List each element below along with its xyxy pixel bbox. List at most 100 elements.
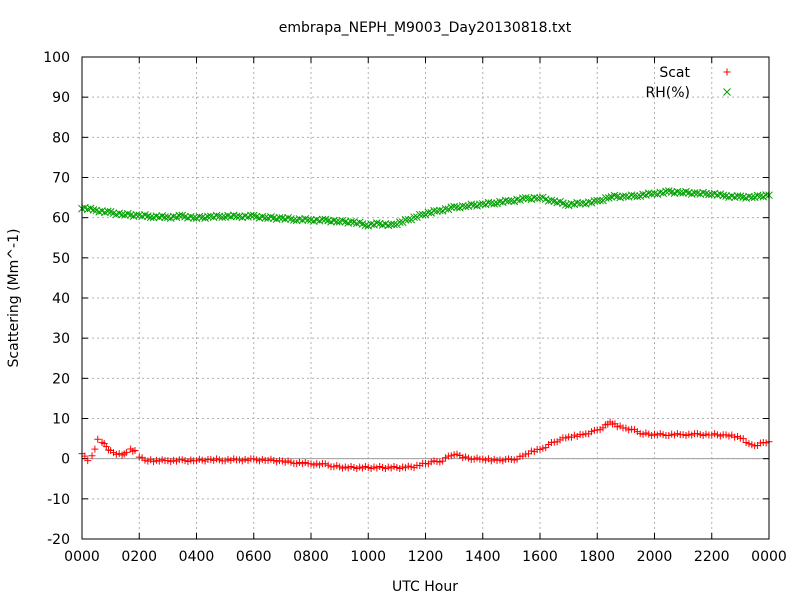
scat-point [184,457,192,465]
scat-point [213,455,221,463]
scat-point [131,446,139,454]
scat-point [404,462,412,470]
rh-point [487,199,496,208]
rh-point [719,191,728,200]
x-tick-label: 0400 [179,549,215,565]
scat-point [693,430,701,438]
rh-point [504,197,513,205]
rh-point [401,215,410,224]
rh-point [647,190,656,198]
scat-point [716,432,724,440]
scat-point [109,449,117,457]
x-tick-label: 1800 [579,549,615,565]
rh-point [275,213,284,222]
scat-point [198,456,206,464]
scat-point [321,460,329,468]
scat-point [505,455,513,463]
scat-point [324,461,332,469]
rh-point [301,214,310,223]
rh-point [267,213,275,221]
scat-point [642,429,650,437]
scat-point [195,455,203,463]
rh-point [507,196,516,205]
rh-point [727,192,736,200]
rh-point [501,196,510,205]
scat-point [439,457,447,465]
rh-point [287,215,295,223]
rh-point [667,188,676,196]
scat-point [187,456,195,464]
rh-point [284,213,292,222]
x-tick-label: 2200 [694,549,730,565]
rh-point [424,208,433,217]
scat-point [725,432,733,440]
scat-point [347,463,355,471]
x-tick-label: 1400 [465,549,501,565]
rh-point [115,209,124,218]
scat-point [688,431,696,439]
rh-point [195,212,204,221]
scat-point [539,444,547,452]
scat-point [135,453,143,461]
scat-point [656,430,664,438]
scat-point [562,434,570,442]
rh-point [387,220,396,229]
rh-point [181,212,189,221]
rh-point [596,196,604,205]
scat-point [407,463,415,471]
rh-point [252,212,261,221]
scat-point [734,432,742,440]
x-tick-label: 0600 [236,549,272,565]
rh-point [347,217,355,226]
scat-point [636,430,644,438]
y-tick-label: 40 [52,291,70,307]
legend-marker-rh [723,88,731,96]
scat-point [519,452,527,460]
rh-point [390,220,398,229]
rh-point [258,212,267,221]
rh-point [644,189,653,198]
scat-point [596,426,604,434]
rh-point [478,200,487,208]
y-tick-label: 100 [43,50,70,66]
scat-point [181,457,189,465]
scat-point [462,453,470,461]
rh-point [433,207,441,215]
rh-point [430,206,438,215]
rh-point [372,219,381,227]
y-tick-label: -10 [47,492,70,508]
x-axis-label: UTC Hour [392,579,458,595]
scat-point [711,430,719,438]
scat-point [527,447,535,455]
rh-point [513,195,521,204]
rh-point [189,214,198,222]
scat-point [622,424,630,432]
scat-point [570,431,578,439]
y-tick-label: 30 [52,331,70,347]
y-tick-label: 50 [52,251,70,267]
rh-point [593,196,602,205]
scat-point [731,433,739,441]
x-tick-label: 1600 [522,549,558,565]
y-tick-label: 80 [52,130,70,146]
scat-point [579,431,587,439]
scat-point [459,454,467,462]
y-tick-label: 90 [52,90,70,106]
scat-point [301,458,309,466]
rh-point [753,191,762,200]
scat-point [450,451,458,459]
y-tick-label: -20 [47,532,70,548]
rh-point [604,194,613,202]
rh-point [418,210,427,219]
scat-point [673,430,681,438]
scat-point [536,446,544,454]
rh-point [613,192,622,201]
scat-point [230,455,238,463]
rh-point [184,214,192,222]
rh-point [341,217,350,226]
scat-point [399,463,407,471]
scat-point [616,422,624,430]
scat-point [172,457,180,465]
x-tick-label: 0800 [293,549,329,565]
